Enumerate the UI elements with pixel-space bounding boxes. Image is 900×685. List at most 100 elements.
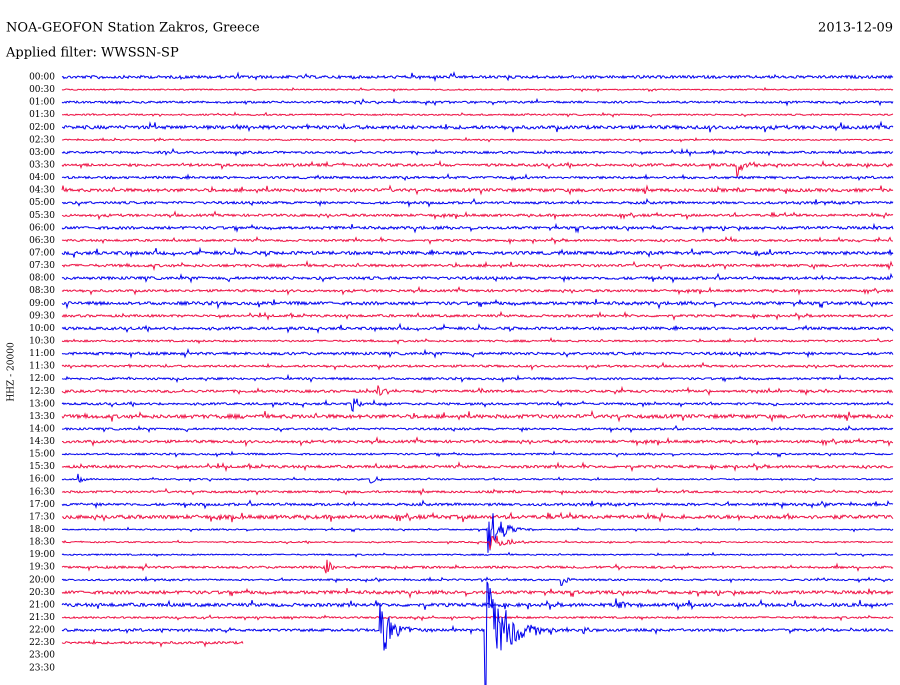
row-label: 00:00 — [29, 73, 55, 83]
row-label: 04:00 — [29, 173, 55, 183]
row-label: 06:30 — [29, 236, 55, 246]
trace — [61, 551, 894, 558]
row-label: 16:30 — [29, 487, 55, 497]
row-label: 13:30 — [29, 412, 55, 422]
row-label: 18:30 — [29, 538, 55, 548]
trace — [61, 575, 894, 586]
trace — [61, 259, 894, 272]
row-label: 22:30 — [29, 638, 55, 648]
row-label: 11:00 — [29, 349, 55, 359]
row-label: 02:30 — [29, 135, 55, 145]
trace — [61, 361, 894, 371]
traces — [61, 71, 894, 685]
row-label: 19:00 — [29, 550, 55, 560]
trace — [61, 71, 894, 83]
row-label: 21:00 — [29, 600, 55, 610]
trace — [61, 159, 894, 178]
trace — [61, 461, 894, 473]
trace — [61, 587, 894, 599]
trace — [61, 424, 894, 434]
row-label: 14:30 — [29, 437, 55, 447]
trace — [61, 347, 894, 359]
trace — [61, 197, 894, 208]
row-label: 07:00 — [29, 248, 55, 258]
trace — [61, 373, 894, 384]
row-label: 09:00 — [29, 299, 55, 309]
axis-label: HHZ - 20000 — [7, 342, 17, 402]
trace — [61, 136, 894, 143]
trace — [61, 581, 894, 685]
trace — [61, 285, 894, 296]
row-label: 12:30 — [29, 387, 55, 397]
trace — [61, 638, 244, 648]
row-label: 15:30 — [29, 462, 55, 472]
row-label: 09:30 — [29, 311, 55, 321]
trace — [61, 86, 894, 93]
trace — [61, 173, 894, 182]
trace — [61, 398, 894, 413]
row-label: 22:00 — [29, 626, 55, 636]
row-label: 01:00 — [29, 98, 55, 108]
row-label: 21:30 — [29, 613, 55, 623]
trace — [61, 120, 894, 133]
row-label: 17:00 — [29, 500, 55, 510]
trace — [61, 614, 894, 622]
trace — [61, 147, 894, 158]
row-label: 02:00 — [29, 123, 55, 133]
trace — [61, 450, 894, 458]
trace — [61, 184, 894, 196]
row-label: 20:00 — [29, 575, 55, 585]
row-label: 08:30 — [29, 286, 55, 296]
trace — [61, 210, 894, 221]
row-label: 05:00 — [29, 198, 55, 208]
trace — [61, 559, 894, 574]
row-label: 15:00 — [29, 450, 55, 460]
row-label: 10:30 — [29, 336, 55, 346]
row-label: 20:30 — [29, 588, 55, 598]
row-label: 04:30 — [29, 186, 55, 196]
row-label: 23:30 — [29, 663, 55, 673]
station-title: NOA-GEOFON Station Zakros, Greece — [6, 21, 260, 36]
trace — [62, 436, 894, 448]
row-label: 12:00 — [29, 374, 55, 384]
row-label: 18:00 — [29, 525, 55, 535]
row-label: 23:00 — [29, 651, 55, 661]
trace — [61, 310, 893, 321]
row-label: 13:00 — [29, 399, 55, 409]
trace — [61, 499, 894, 510]
trace — [61, 535, 894, 550]
trace — [61, 222, 894, 234]
trace — [62, 111, 894, 118]
trace — [61, 246, 894, 258]
row-label: 01:30 — [29, 110, 55, 120]
trace — [61, 336, 894, 345]
trace — [61, 235, 893, 245]
trace — [61, 97, 894, 107]
row-label: 03:00 — [29, 148, 55, 158]
row-label: 16:00 — [29, 475, 55, 485]
trace — [61, 298, 894, 310]
trace — [61, 598, 894, 611]
trace — [61, 272, 894, 284]
row-label: 08:00 — [29, 274, 55, 284]
row-label: 14:00 — [29, 424, 55, 434]
row-label: 11:30 — [29, 362, 55, 372]
row-label: 10:00 — [29, 324, 55, 334]
row-label: 03:30 — [29, 160, 55, 170]
trace — [61, 385, 894, 397]
trace — [61, 322, 894, 334]
row-label: 19:30 — [29, 563, 55, 573]
row-label: 07:30 — [29, 261, 55, 271]
filter: Applied filter: WWSSN-SP — [5, 46, 179, 61]
row-label: 06:00 — [29, 223, 55, 233]
trace — [61, 511, 894, 523]
trace — [61, 409, 894, 423]
row-label: 00:30 — [29, 85, 55, 95]
trace — [61, 473, 893, 484]
row-label: 17:30 — [29, 512, 55, 522]
row-label: 05:30 — [29, 211, 55, 221]
date: 2013-12-09 — [818, 21, 893, 36]
trace — [61, 487, 894, 496]
trace — [61, 513, 894, 553]
